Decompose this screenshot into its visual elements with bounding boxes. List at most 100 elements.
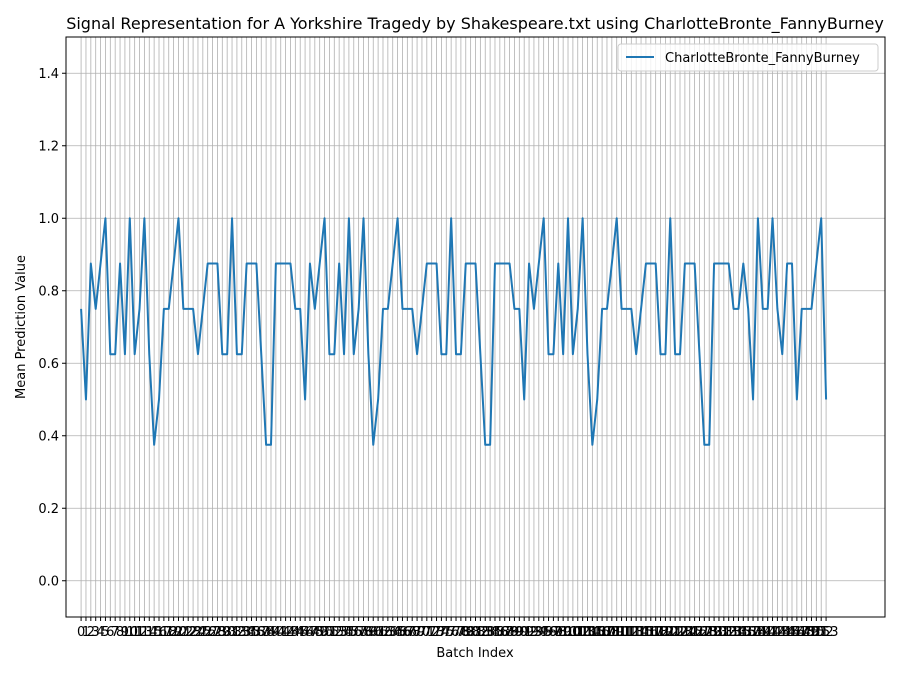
x-tick-label: 10 <box>122 625 139 640</box>
series-line <box>80 217 828 446</box>
x-tick-label: 49 <box>311 625 328 640</box>
x-tick-label: 27 <box>204 625 221 640</box>
x-tick-label: 129 <box>697 625 722 640</box>
x-tick-label: 112 <box>614 625 639 640</box>
y-tick-label: 0.2 <box>38 502 59 517</box>
x-tick-label: 32 <box>229 625 246 640</box>
x-tick-label: 66 <box>394 625 411 640</box>
x-tick-label: 118 <box>643 625 668 640</box>
x-tick-label: 105 <box>580 625 605 640</box>
x-tick-label: 135 <box>726 625 751 640</box>
x-tick-label: 23 <box>185 625 202 640</box>
x-tick-label: 127 <box>687 625 712 640</box>
x-tick-label: 81 <box>467 625 484 640</box>
x-tick-label: 68 <box>404 625 421 640</box>
x-tick-label: 119 <box>648 625 673 640</box>
x-tick-label: 7 <box>111 625 119 640</box>
x-tick-label: 83 <box>477 625 494 640</box>
x-tick-label: 39 <box>263 625 280 640</box>
x-tick-label: 84 <box>482 625 499 640</box>
x-tick-label: 30 <box>219 625 236 640</box>
x-tick-label: 50 <box>316 625 333 640</box>
x-tick-label: 130 <box>702 625 727 640</box>
x-tick-label: 24 <box>190 625 207 640</box>
x-tick-label: 103 <box>570 625 595 640</box>
x-tick-label: 87 <box>496 625 513 640</box>
x-tick-label: 48 <box>307 625 324 640</box>
x-tick-label: 16 <box>151 625 168 640</box>
legend-box <box>617 43 879 72</box>
x-tick-label: 80 <box>462 625 479 640</box>
x-tick-label: 111 <box>609 625 634 640</box>
x-tick-label: 70 <box>414 625 431 640</box>
x-tick-label: 6 <box>106 625 114 640</box>
x-tick-label: 86 <box>492 625 509 640</box>
x-tick-label: 15 <box>146 625 163 640</box>
x-tick-label: 114 <box>624 625 649 640</box>
x-tick-label: 138 <box>741 625 766 640</box>
x-tick-label: 96 <box>540 625 557 640</box>
x-tick-label: 90 <box>511 625 528 640</box>
x-tick-label: 101 <box>560 625 585 640</box>
x-tick-label: 42 <box>277 625 294 640</box>
x-tick-label: 9 <box>121 625 129 640</box>
x-tick-label: 91 <box>516 625 533 640</box>
x-tick-label: 36 <box>248 625 265 640</box>
x-tick-label: 131 <box>707 625 732 640</box>
x-tick-label: 152 <box>809 625 834 640</box>
x-tick-label: 63 <box>380 625 397 640</box>
x-tick-label: 71 <box>419 625 436 640</box>
x-tick-label: 106 <box>585 625 610 640</box>
x-tick-label: 45 <box>292 625 309 640</box>
y-tick-label: 0.6 <box>38 357 59 372</box>
x-tick-label: 60 <box>365 625 382 640</box>
legend-entry-label: CharlotteBronte_FannyBurney <box>665 51 860 66</box>
x-tick-label: 28 <box>209 625 226 640</box>
x-tick-label: 137 <box>736 625 761 640</box>
x-tick-label: 89 <box>506 625 523 640</box>
x-tick-label: 146 <box>780 625 805 640</box>
x-tick-label: 31 <box>224 625 241 640</box>
x-tick-label: 151 <box>804 625 829 640</box>
x-tick-label: 52 <box>326 625 343 640</box>
x-tick-label: 102 <box>565 625 590 640</box>
x-tick-label: 120 <box>653 625 678 640</box>
x-tick-label: 72 <box>423 625 440 640</box>
x-tick-label: 75 <box>438 625 455 640</box>
x-tick-label: 44 <box>287 625 304 640</box>
x-tick-label: 150 <box>799 625 824 640</box>
x-tick-label: 116 <box>634 625 659 640</box>
x-tick-label: 148 <box>789 625 814 640</box>
x-tick-label: 34 <box>238 625 255 640</box>
x-tick-label: 95 <box>535 625 552 640</box>
x-tick-label: 153 <box>814 625 839 640</box>
x-tick-label: 14 <box>141 625 158 640</box>
x-tick-label: 147 <box>784 625 809 640</box>
x-tick-label: 1 <box>82 625 90 640</box>
x-tick-label: 51 <box>321 625 338 640</box>
y-tick-label: 0.0 <box>38 574 59 589</box>
y-axis-label: Mean Prediction Value <box>14 255 29 399</box>
x-tick-label: 0 <box>77 625 85 640</box>
x-tick-label: 18 <box>160 625 177 640</box>
x-tick-label: 79 <box>457 625 474 640</box>
x-tick-label: 94 <box>531 625 548 640</box>
x-axis-ticks: 0123456789101112131415161718192021222324… <box>77 617 839 640</box>
x-tick-label: 33 <box>234 625 251 640</box>
x-tick-label: 40 <box>268 625 285 640</box>
x-tick-label: 61 <box>370 625 387 640</box>
x-tick-label: 73 <box>428 625 445 640</box>
x-tick-label: 133 <box>716 625 741 640</box>
x-tick-label: 65 <box>389 625 406 640</box>
x-tick-label: 115 <box>629 625 654 640</box>
x-tick-label: 88 <box>501 625 518 640</box>
x-tick-label: 17 <box>156 625 173 640</box>
x-tick-label: 22 <box>180 625 197 640</box>
x-tick-label: 107 <box>590 625 615 640</box>
x-tick-label: 3 <box>92 625 100 640</box>
x-tick-label: 142 <box>760 625 785 640</box>
x-tick-label: 143 <box>765 625 790 640</box>
x-tick-label: 35 <box>243 625 260 640</box>
x-tick-label: 20 <box>170 625 187 640</box>
